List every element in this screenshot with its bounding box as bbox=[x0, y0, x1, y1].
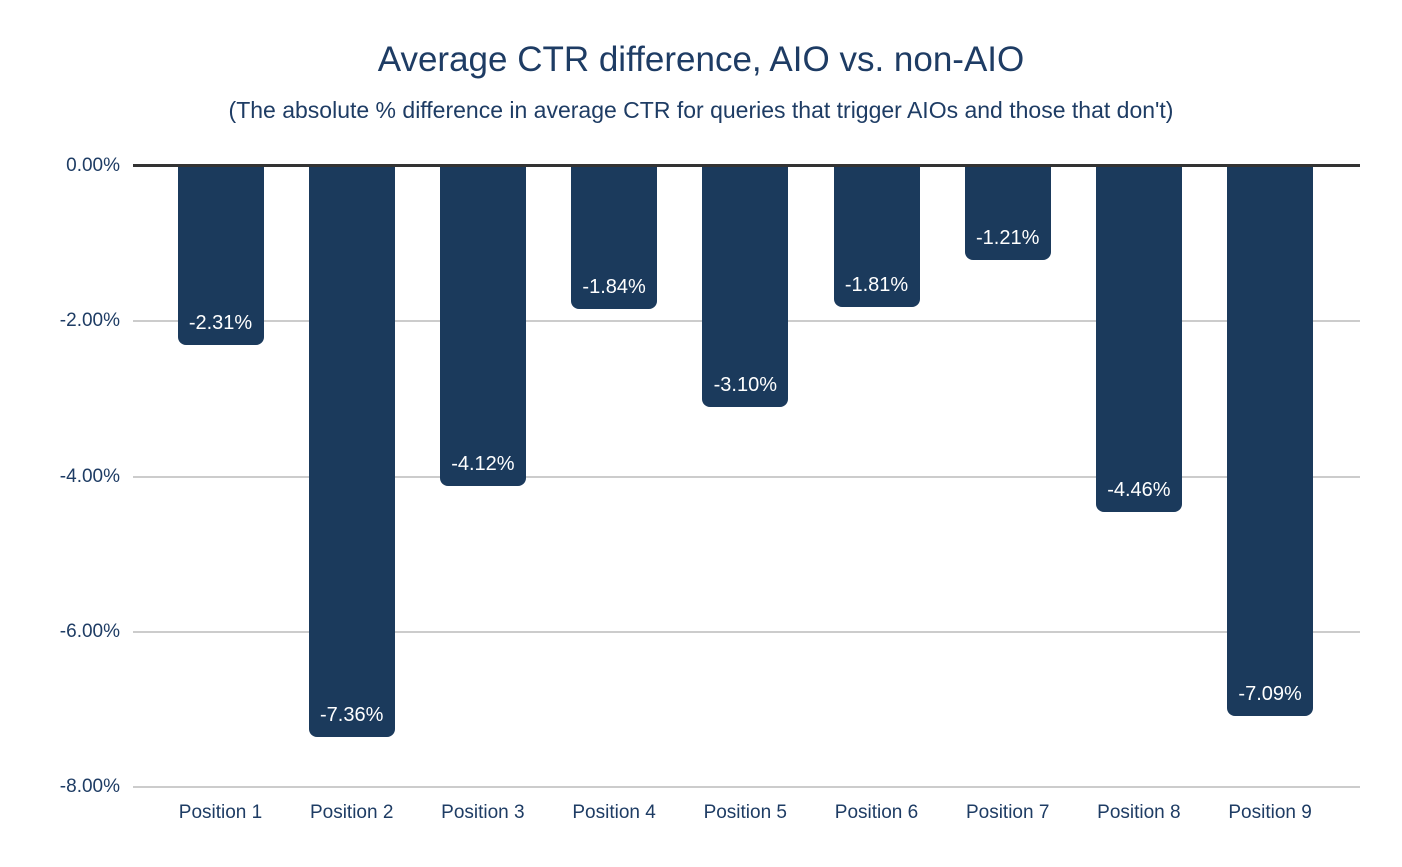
bar-value-label: -3.10% bbox=[713, 374, 777, 396]
x-axis-category-label: Position 8 bbox=[1097, 802, 1181, 823]
x-axis-category-label: Position 6 bbox=[834, 802, 919, 823]
bar-value-label: -1.84% bbox=[582, 276, 646, 298]
x-axis-category-label: Position 5 bbox=[703, 802, 788, 823]
x-axis-category-label: Position 2 bbox=[309, 802, 394, 823]
chart-subtitle: (The absolute % difference in average CT… bbox=[228, 97, 1174, 123]
bar: -2.31% bbox=[177, 166, 264, 345]
bar-value-label: -7.09% bbox=[1238, 683, 1302, 705]
y-axis-tick-label: -4.00% bbox=[59, 465, 120, 487]
y-axis-tick-label: -6.00% bbox=[59, 620, 120, 642]
bar: -4.12% bbox=[439, 166, 526, 486]
gridline bbox=[133, 630, 1360, 633]
bar-value-label: -7.36% bbox=[320, 704, 384, 726]
bar: -3.10% bbox=[702, 166, 789, 407]
x-axis-category-label: Position 1 bbox=[178, 802, 263, 823]
gridline bbox=[133, 786, 1360, 788]
bar-value-label: -1.81% bbox=[844, 274, 909, 296]
x-axis-category-label: Position 9 bbox=[1228, 802, 1312, 823]
bar-value-label: -4.12% bbox=[451, 453, 515, 475]
bar: -1.21% bbox=[964, 166, 1051, 260]
y-axis-tick-label: -2.00% bbox=[59, 310, 120, 332]
bar: -4.46% bbox=[1095, 166, 1182, 512]
bar: -1.81% bbox=[833, 166, 920, 307]
chart-title: Average CTR difference, AIO vs. non-AIO bbox=[377, 40, 1025, 79]
gridline bbox=[133, 475, 1360, 478]
x-axis-category-label: Position 7 bbox=[965, 802, 1050, 823]
bar: -1.84% bbox=[571, 166, 658, 309]
y-axis-tick-label: 0.00% bbox=[66, 155, 120, 176]
x-axis-category-label: Position 4 bbox=[572, 802, 656, 823]
x-axis-category-label: Position 3 bbox=[441, 802, 525, 823]
bar: -7.09% bbox=[1227, 166, 1314, 716]
bar-value-label: -2.31% bbox=[188, 312, 253, 334]
zero-axis-line bbox=[133, 164, 1360, 167]
bar-value-label: -4.46% bbox=[1107, 479, 1171, 501]
bar-value-label: -1.21% bbox=[976, 227, 1040, 249]
y-axis-tick-label: -8.00% bbox=[59, 776, 120, 797]
bar: -7.36% bbox=[308, 166, 395, 737]
